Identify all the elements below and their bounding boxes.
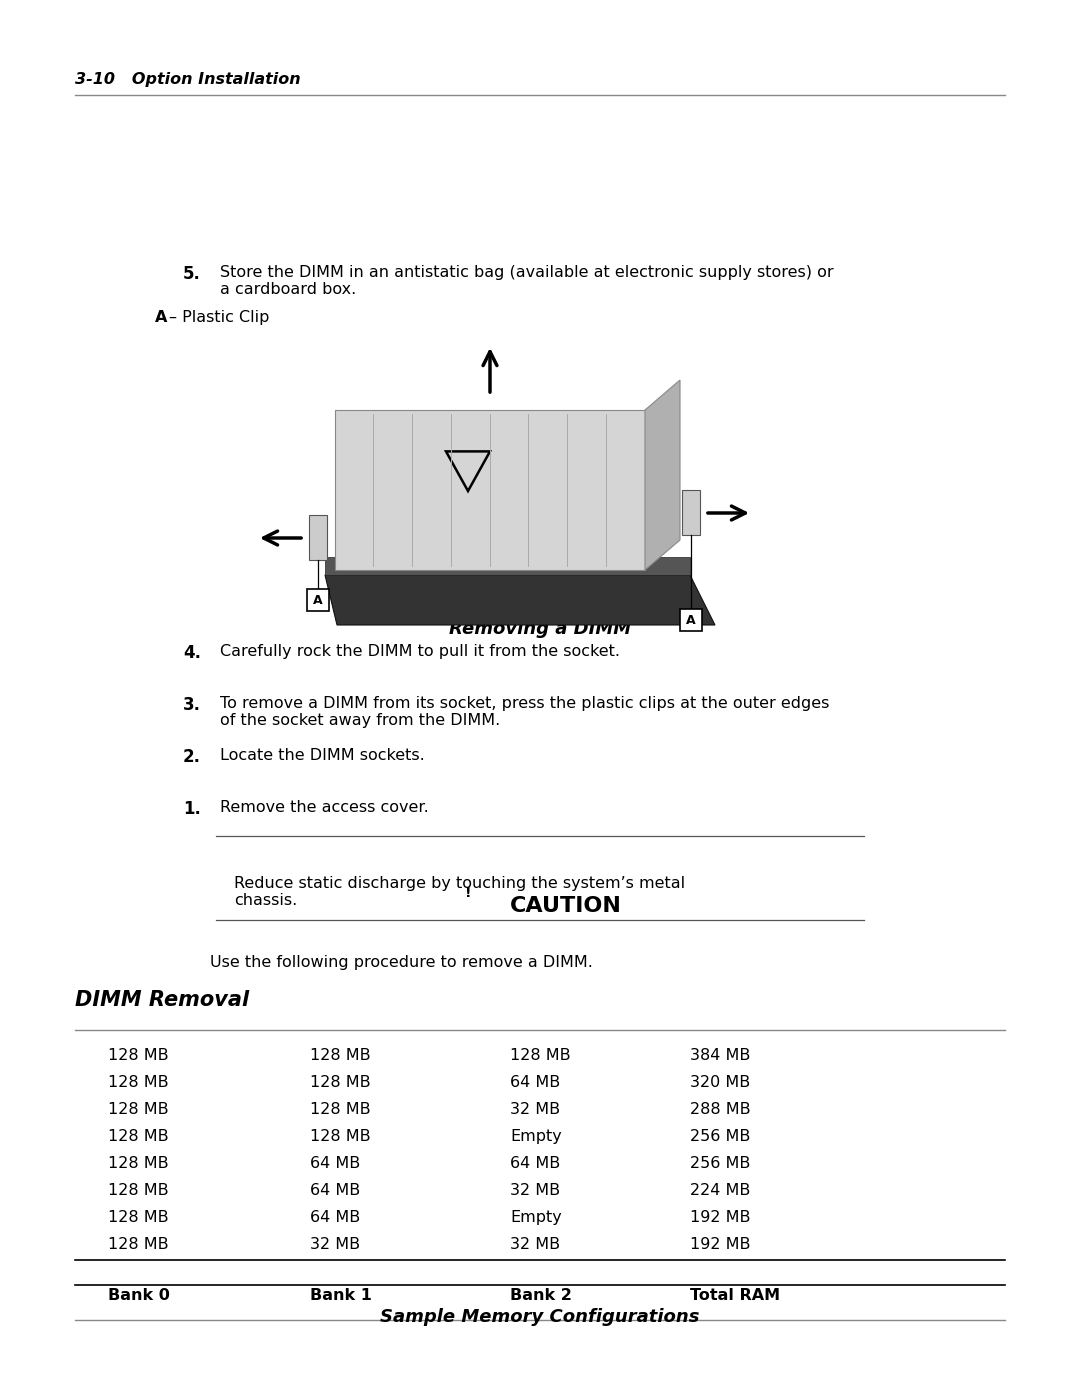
Text: A: A — [313, 594, 323, 606]
Text: Bank 0: Bank 0 — [108, 1288, 170, 1303]
Text: Bank 1: Bank 1 — [310, 1288, 372, 1303]
Text: 64 MB: 64 MB — [510, 1155, 561, 1171]
Text: 3-10   Option Installation: 3-10 Option Installation — [75, 73, 300, 87]
Polygon shape — [325, 576, 715, 624]
Text: Use the following procedure to remove a DIMM.: Use the following procedure to remove a … — [210, 956, 593, 970]
Text: 128 MB: 128 MB — [108, 1155, 168, 1171]
Text: 128 MB: 128 MB — [310, 1129, 370, 1144]
Polygon shape — [335, 409, 645, 570]
Text: 128 MB: 128 MB — [108, 1210, 168, 1225]
Text: !: ! — [464, 886, 471, 900]
Text: – Plastic Clip: – Plastic Clip — [168, 310, 269, 326]
Text: 4.: 4. — [183, 644, 201, 662]
Text: Empty: Empty — [510, 1210, 562, 1225]
Text: 128 MB: 128 MB — [310, 1102, 370, 1118]
FancyBboxPatch shape — [307, 590, 329, 610]
Text: A: A — [686, 613, 696, 626]
Text: 2.: 2. — [183, 747, 201, 766]
Text: 64 MB: 64 MB — [310, 1183, 361, 1199]
Text: 320 MB: 320 MB — [690, 1076, 751, 1090]
Text: Reduce static discharge by touching the system’s metal
chassis.: Reduce static discharge by touching the … — [234, 876, 685, 908]
Text: Sample Memory Configurations: Sample Memory Configurations — [380, 1308, 700, 1326]
Text: Locate the DIMM sockets.: Locate the DIMM sockets. — [220, 747, 424, 763]
Polygon shape — [681, 490, 700, 535]
Text: 128 MB: 128 MB — [510, 1048, 570, 1063]
Text: Carefully rock the DIMM to pull it from the socket.: Carefully rock the DIMM to pull it from … — [220, 644, 620, 659]
Text: 128 MB: 128 MB — [108, 1048, 168, 1063]
Text: 288 MB: 288 MB — [690, 1102, 751, 1118]
Text: 64 MB: 64 MB — [510, 1076, 561, 1090]
Text: DIMM Removal: DIMM Removal — [75, 990, 249, 1010]
Text: CAUTION: CAUTION — [510, 895, 622, 916]
Text: 128 MB: 128 MB — [310, 1048, 370, 1063]
Text: 224 MB: 224 MB — [690, 1183, 751, 1199]
Text: Store the DIMM in an antistatic bag (available at electronic supply stores) or
a: Store the DIMM in an antistatic bag (ava… — [220, 265, 834, 298]
Text: 384 MB: 384 MB — [690, 1048, 751, 1063]
Text: 64 MB: 64 MB — [310, 1210, 361, 1225]
Text: 128 MB: 128 MB — [310, 1076, 370, 1090]
Text: Empty: Empty — [510, 1129, 562, 1144]
Text: Removing a DIMM: Removing a DIMM — [449, 620, 631, 638]
Text: 32 MB: 32 MB — [510, 1183, 561, 1199]
Text: 128 MB: 128 MB — [108, 1129, 168, 1144]
Polygon shape — [645, 380, 680, 570]
Text: 32 MB: 32 MB — [310, 1236, 360, 1252]
Text: 256 MB: 256 MB — [690, 1129, 751, 1144]
Text: 192 MB: 192 MB — [690, 1236, 751, 1252]
Polygon shape — [309, 515, 327, 560]
Polygon shape — [325, 557, 690, 576]
Text: 128 MB: 128 MB — [108, 1076, 168, 1090]
Text: To remove a DIMM from its socket, press the plastic clips at the outer edges
of : To remove a DIMM from its socket, press … — [220, 696, 829, 728]
FancyBboxPatch shape — [680, 609, 702, 631]
Text: 32 MB: 32 MB — [510, 1236, 561, 1252]
Text: Total RAM: Total RAM — [690, 1288, 780, 1303]
Text: 128 MB: 128 MB — [108, 1236, 168, 1252]
Text: 32 MB: 32 MB — [510, 1102, 561, 1118]
Text: 5.: 5. — [183, 265, 201, 284]
Text: A: A — [156, 310, 167, 326]
Text: 128 MB: 128 MB — [108, 1183, 168, 1199]
Text: 1.: 1. — [183, 800, 201, 819]
Text: 192 MB: 192 MB — [690, 1210, 751, 1225]
Text: 128 MB: 128 MB — [108, 1102, 168, 1118]
Text: Bank 2: Bank 2 — [510, 1288, 572, 1303]
Text: 3.: 3. — [183, 696, 201, 714]
Text: Remove the access cover.: Remove the access cover. — [220, 800, 429, 814]
Text: 256 MB: 256 MB — [690, 1155, 751, 1171]
Text: 64 MB: 64 MB — [310, 1155, 361, 1171]
